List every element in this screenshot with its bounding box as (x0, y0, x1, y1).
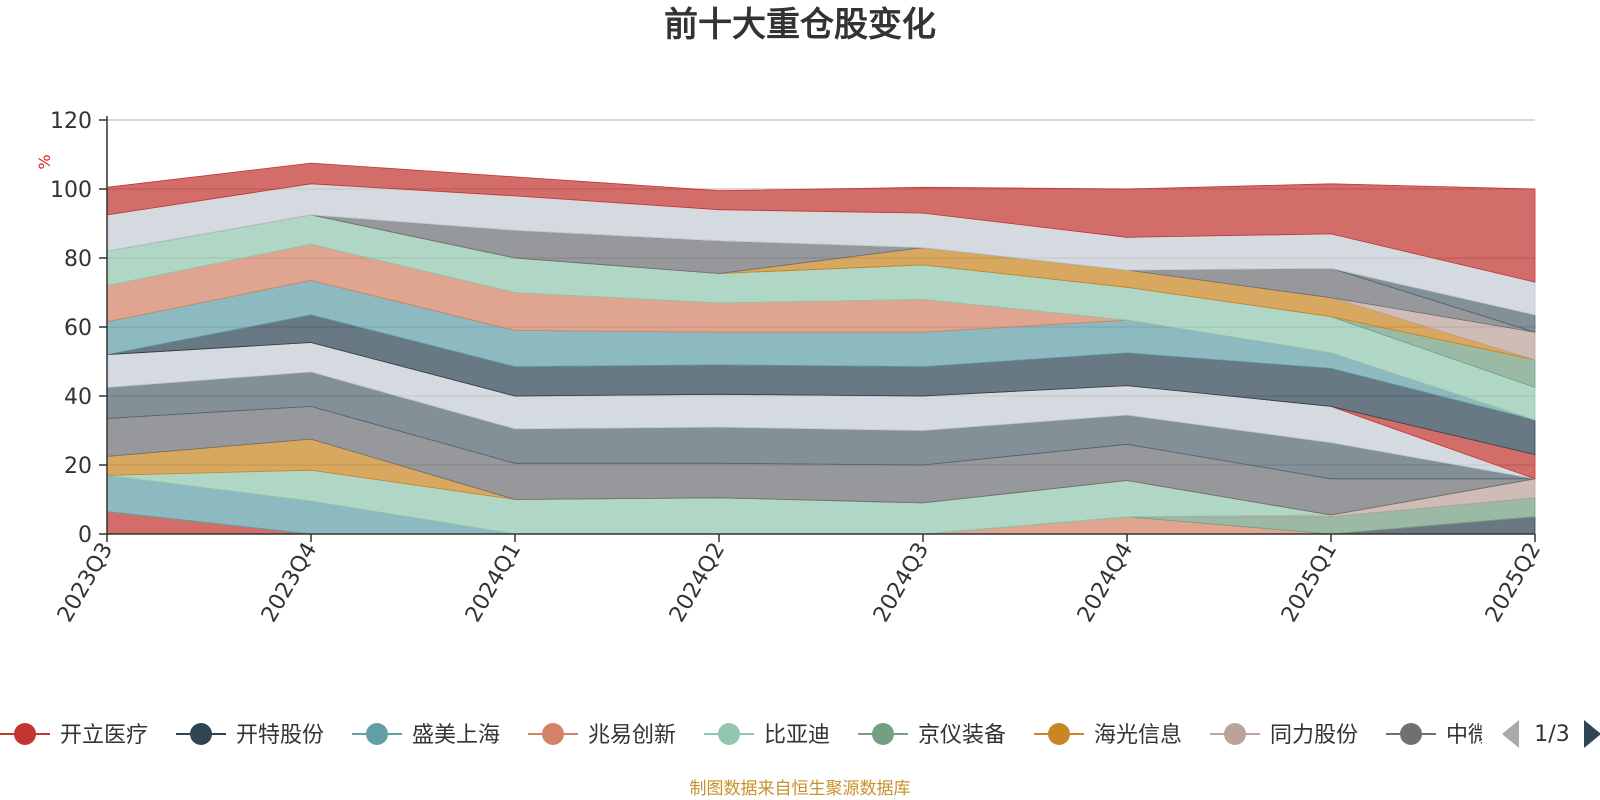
y-tick-label: 80 (64, 247, 92, 272)
legend-pager: 1/3 (1502, 720, 1600, 748)
x-tick-label: 2023Q4 (257, 539, 322, 627)
legend-items: 开立医疗 开特股份 盛美上海 兆易创新 比亚迪 京仪装备 海光信息 同力股份 中微公司 (0, 723, 1534, 748)
legend-marker (190, 723, 212, 745)
chart-title: 前十大重仓股变化 (664, 5, 936, 45)
y-tick-label: 120 (50, 109, 92, 134)
y-tick-label: 100 (50, 178, 92, 203)
legend-page-indicator: 1/3 (1534, 722, 1569, 747)
legend-label: 比亚迪 (764, 723, 830, 748)
x-tick-label: 2024Q3 (869, 539, 934, 627)
legend-item-3[interactable]: 兆易创新 (528, 723, 676, 748)
legend-marker (1048, 723, 1070, 745)
legend-item-0[interactable]: 开立医疗 (0, 723, 148, 748)
legend-marker (718, 723, 740, 745)
legend-item-5[interactable]: 京仪装备 (858, 723, 1006, 748)
legend-label: 盛美上海 (412, 723, 500, 748)
legend-label: 中微公司 (1446, 723, 1534, 748)
x-tick-label: 2024Q4 (1073, 539, 1138, 627)
legend-item-2[interactable]: 盛美上海 (352, 723, 500, 748)
legend-label: 开特股份 (236, 723, 324, 748)
legend: 开立医疗 开特股份 盛美上海 兆易创新 比亚迪 京仪装备 海光信息 同力股份 中微公司 (0, 723, 1534, 748)
x-tick-label: 2025Q2 (1481, 539, 1546, 627)
legend-prev-icon[interactable] (1502, 720, 1519, 748)
x-tick-label: 2024Q2 (665, 539, 730, 627)
legend-item-8[interactable]: 中微公司 (1386, 723, 1534, 748)
y-unit-label: % (35, 154, 54, 169)
legend-label: 开立医疗 (60, 723, 148, 748)
legend-item-7[interactable]: 同力股份 (1210, 723, 1358, 748)
legend-marker (1400, 723, 1422, 745)
source-note: 制图数据来自恒生聚源数据库 (690, 779, 911, 799)
x-tick-label: 2023Q3 (53, 539, 118, 627)
y-tick-label: 0 (78, 523, 92, 548)
y-tick-label: 60 (64, 316, 92, 341)
legend-marker (872, 723, 894, 745)
x-tick-label: 2025Q1 (1277, 539, 1342, 627)
legend-marker (14, 723, 36, 745)
x-tick-label: 2024Q1 (461, 539, 526, 627)
legend-label: 同力股份 (1270, 723, 1358, 748)
legend-next-icon[interactable] (1584, 720, 1600, 748)
legend-label: 兆易创新 (588, 723, 676, 748)
legend-marker (1224, 723, 1246, 745)
legend-label: 京仪装备 (918, 723, 1006, 748)
legend-item-4[interactable]: 比亚迪 (704, 723, 830, 748)
legend-item-6[interactable]: 海光信息 (1034, 723, 1182, 748)
legend-marker (366, 723, 388, 745)
area-layer (106, 162, 1536, 535)
legend-label: 海光信息 (1094, 723, 1182, 748)
area-band-23 (106, 162, 1536, 283)
y-tick-label: 20 (64, 454, 92, 479)
legend-marker (542, 723, 564, 745)
y-tick-label: 40 (64, 385, 92, 410)
legend-item-1[interactable]: 开特股份 (176, 723, 324, 748)
